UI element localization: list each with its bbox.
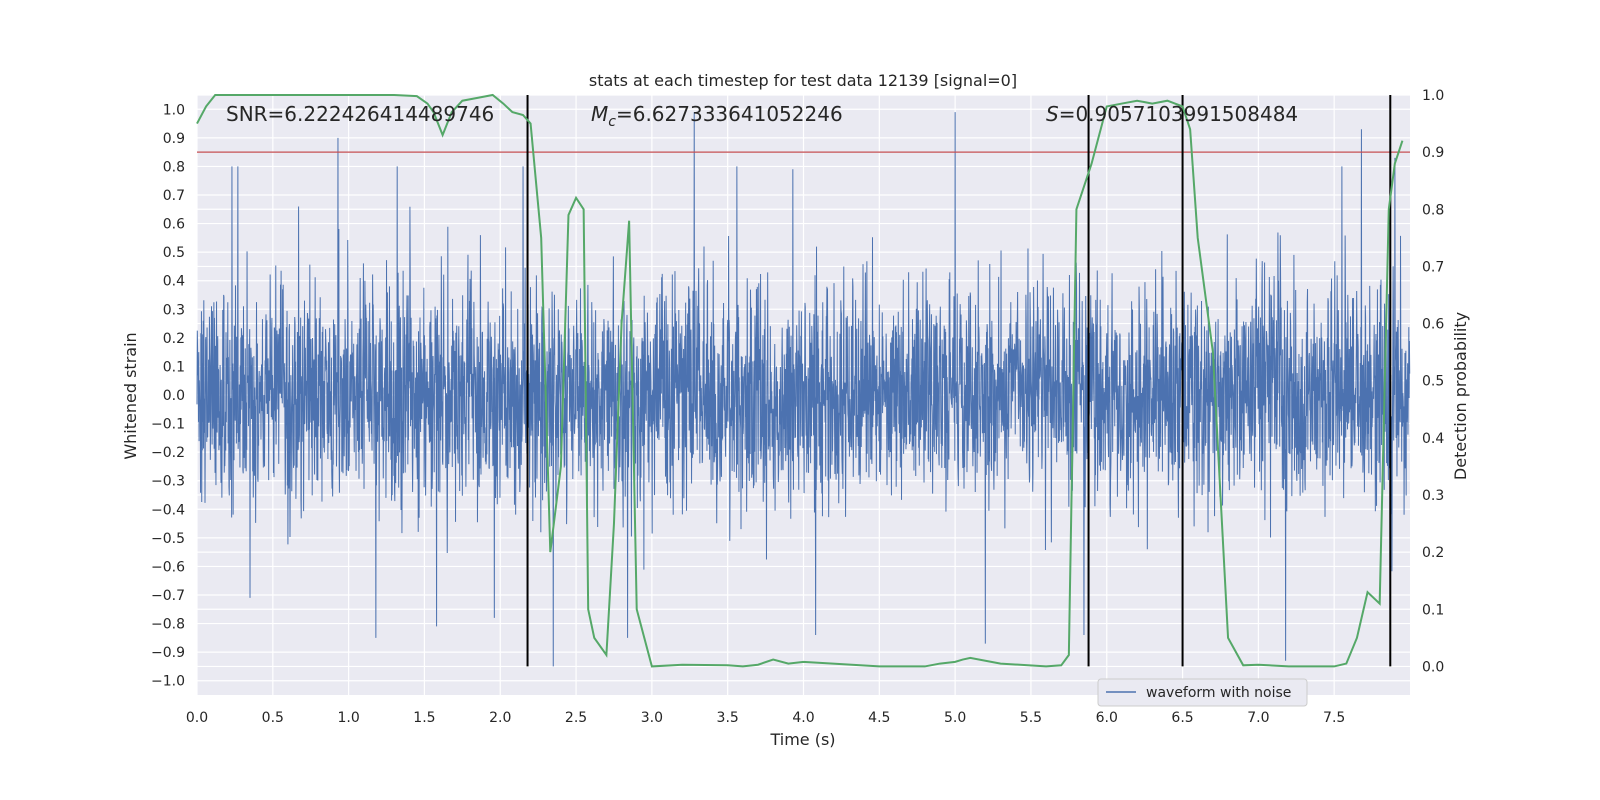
snr-annotation: SNR=6.222426414489746 [226, 102, 494, 126]
y-left-axis-ticks: 1.0 0.9 0.8 0.7 0.6 0.5 0.4 0.3 0.2 0.1 0.0 −0.1 −0.… [151, 102, 185, 689]
waveform-series [196, 112, 1411, 667]
y-right-tick-label: 0.8 [1422, 202, 1444, 218]
detection-probability-line [196, 93, 1404, 668]
x-tick-label: 0.0 [186, 710, 208, 726]
spin-symbol: S [1046, 102, 1059, 126]
x-tick-label: 1.5 [413, 710, 435, 726]
y-left-tick-label: −0.5 [151, 531, 185, 547]
y-right-tick-label: 1.0 [1422, 88, 1444, 104]
y-right-axis-ticks: 1.0 0.9 0.8 0.7 0.6 0.5 0.4 0.3 0.2 0.1 0.0 [1422, 88, 1444, 675]
y-left-tick-label: 0.4 [163, 274, 185, 290]
x-tick-label: 4.0 [792, 710, 814, 726]
x-axis-ticks: 0.0 0.5 1.0 1.5 2.0 2.5 3.0 3.5 4.0 4.5 5.0 5.5 6.0 6… [186, 710, 1345, 726]
spin-value: =0.9057103991508484 [1059, 102, 1298, 126]
y-left-tick-label: 0.9 [163, 131, 185, 147]
y-left-tick-label: 1.0 [163, 102, 185, 118]
chirp-mass-subscript: c [608, 114, 616, 130]
x-tick-label: 0.5 [262, 710, 284, 726]
x-tick-label: 2.5 [565, 710, 587, 726]
x-tick-label: 1.0 [337, 710, 359, 726]
x-tick-label: 5.5 [1020, 710, 1042, 726]
chirp-mass-annotation: Mc=6.627333641052246 [591, 102, 843, 130]
y-left-tick-label: 0.8 [163, 159, 185, 175]
vertical-markers [526, 95, 1392, 667]
y-left-tick-label: 0.1 [163, 359, 185, 375]
y-right-axis-label: Detection probability [1451, 312, 1470, 480]
y-left-tick-label: 0.0 [163, 388, 185, 404]
x-tick-label: 3.0 [641, 710, 663, 726]
chart-title: stats at each timestep for test data 121… [589, 71, 1017, 90]
x-tick-label: 6.5 [1171, 710, 1193, 726]
x-tick-label: 7.0 [1247, 710, 1269, 726]
y-left-tick-label: −0.3 [151, 474, 185, 490]
chirp-mass-symbol: M [591, 102, 608, 126]
y-left-tick-label: −0.6 [151, 559, 185, 575]
x-tick-label: 5.0 [944, 710, 966, 726]
y-right-tick-label: 0.2 [1422, 545, 1444, 561]
y-left-axis-label: Whitened strain [121, 332, 140, 459]
y-right-tick-label: 0.0 [1422, 659, 1444, 675]
x-tick-label: 7.5 [1323, 710, 1345, 726]
y-right-tick-label: 0.1 [1422, 602, 1444, 618]
x-tick-label: 3.5 [717, 710, 739, 726]
y-left-tick-label: −0.2 [151, 445, 185, 461]
y-left-tick-label: −0.1 [151, 417, 185, 433]
y-right-tick-label: 0.6 [1422, 317, 1444, 333]
y-left-tick-label: −0.8 [151, 617, 185, 633]
y-left-tick-label: 0.5 [163, 245, 185, 261]
spin-annotation: S=0.9057103991508484 [1046, 102, 1298, 126]
waveform-path [196, 112, 1411, 667]
y-left-tick-label: −0.7 [151, 588, 185, 604]
y-right-tick-label: 0.7 [1422, 259, 1444, 275]
y-left-tick-label: 0.7 [163, 188, 185, 204]
y-left-tick-label: 0.3 [163, 302, 185, 318]
y-left-tick-label: 0.6 [163, 217, 185, 233]
y-left-tick-label: −0.4 [151, 502, 185, 518]
legend-box [1097, 678, 1308, 707]
x-tick-label: 4.5 [868, 710, 890, 726]
y-right-tick-label: 0.9 [1422, 145, 1444, 161]
y-right-tick-label: 0.5 [1422, 374, 1444, 390]
x-tick-label: 2.0 [489, 710, 511, 726]
y-left-tick-label: −1.0 [151, 674, 185, 690]
y-left-tick-label: −0.9 [151, 645, 185, 661]
chirp-mass-value: =6.627333641052246 [616, 102, 843, 126]
legend: waveform with noise [1097, 678, 1308, 707]
y-left-tick-label: 0.2 [163, 331, 185, 347]
x-tick-label: 6.0 [1096, 710, 1118, 726]
x-axis-label: Time (s) [769, 730, 835, 749]
y-right-tick-label: 0.4 [1422, 431, 1444, 447]
y-right-tick-label: 0.3 [1422, 488, 1444, 504]
legend-entry: waveform with noise [1146, 685, 1291, 701]
